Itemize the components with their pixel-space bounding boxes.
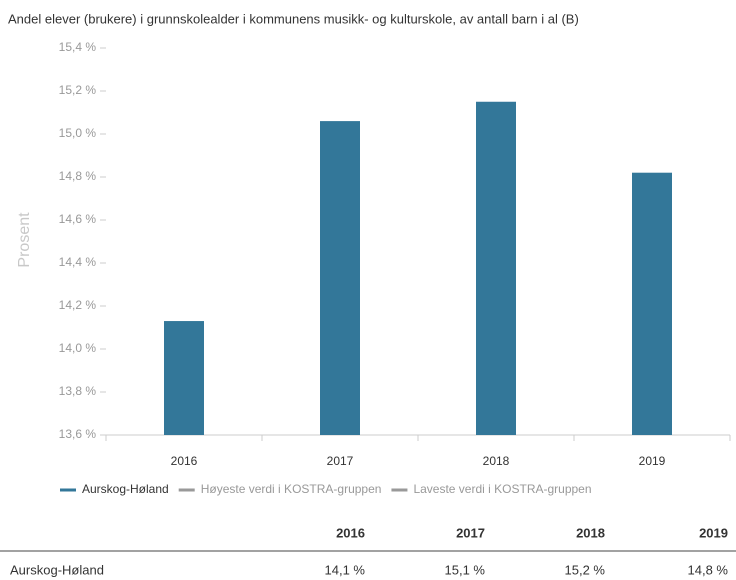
bar bbox=[320, 121, 360, 435]
bar bbox=[476, 101, 516, 435]
x-tick-label: 2016 bbox=[171, 454, 198, 468]
y-tick-label: 14,2 % bbox=[59, 298, 97, 312]
table-cell: 15,2 % bbox=[565, 562, 606, 577]
y-tick-label: 15,0 % bbox=[59, 126, 97, 140]
bar bbox=[632, 172, 672, 435]
y-tick-label: 14,0 % bbox=[59, 341, 97, 355]
table-header: 2017 bbox=[456, 525, 485, 540]
y-tick-label: 15,2 % bbox=[59, 83, 97, 97]
x-tick-label: 2017 bbox=[327, 454, 354, 468]
legend-label: Aurskog-Høland bbox=[82, 482, 169, 496]
table-cell: 14,8 % bbox=[688, 562, 729, 577]
y-tick-label: 13,8 % bbox=[59, 384, 97, 398]
x-tick-label: 2019 bbox=[639, 454, 666, 468]
bar bbox=[164, 321, 204, 435]
table-header: 2019 bbox=[699, 525, 728, 540]
table-row-label: Aurskog-Høland bbox=[10, 562, 104, 577]
y-tick-label: 15,4 % bbox=[59, 40, 97, 54]
table-cell: 15,1 % bbox=[445, 562, 486, 577]
y-tick-label: 14,8 % bbox=[59, 169, 97, 183]
table-header: 2016 bbox=[336, 525, 365, 540]
x-tick-label: 2018 bbox=[483, 454, 510, 468]
table-header: 2018 bbox=[576, 525, 605, 540]
y-axis-label: Prosent bbox=[16, 212, 33, 268]
legend-label: Høyeste verdi i KOSTRA-gruppen bbox=[201, 482, 382, 496]
chart-title: Andel elever (brukere) i grunnskolealder… bbox=[8, 11, 579, 26]
table-cell: 14,1 % bbox=[325, 562, 366, 577]
y-tick-label: 14,4 % bbox=[59, 255, 97, 269]
y-tick-label: 14,6 % bbox=[59, 212, 97, 226]
legend-label: Laveste verdi i KOSTRA-gruppen bbox=[413, 482, 591, 496]
y-tick-label: 13,6 % bbox=[59, 427, 97, 441]
